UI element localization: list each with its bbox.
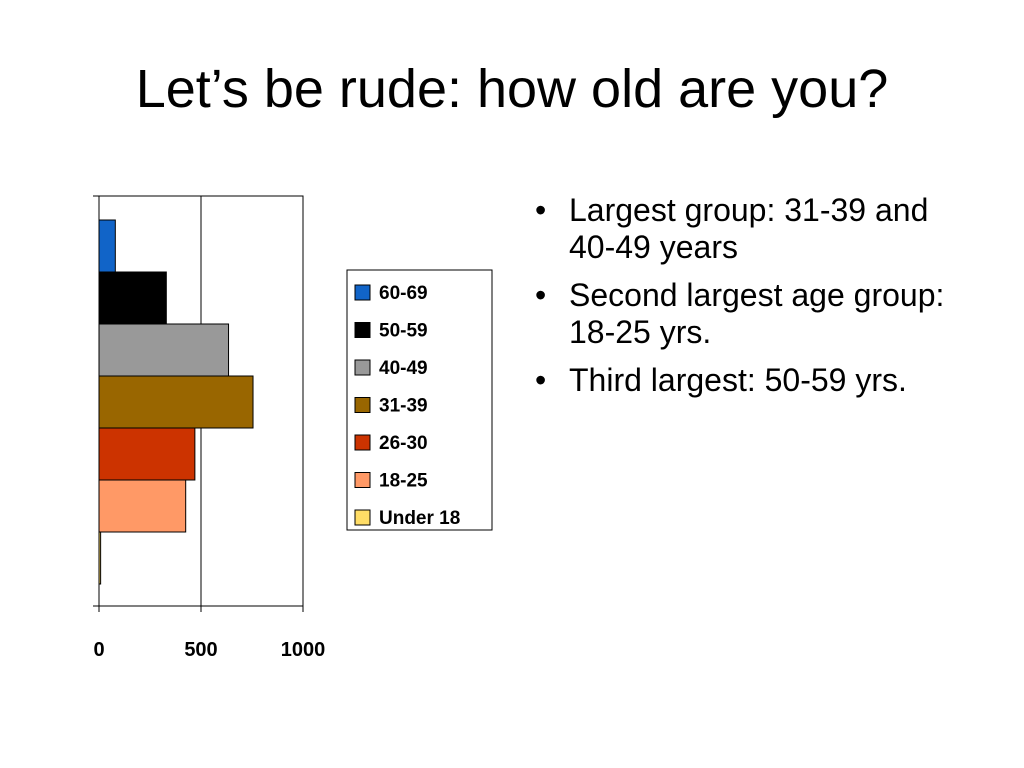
bar-under-18 bbox=[98, 531, 102, 585]
chart-legend: 60-69 50-59 40-49 31-39 26-30 18-25 Under 18 bbox=[346, 269, 493, 531]
bullet-item: Third largest: 50-59 yrs. bbox=[535, 362, 975, 400]
bar-31-39 bbox=[98, 375, 254, 429]
x-tick-label: 0 bbox=[93, 639, 104, 661]
legend-swatch bbox=[354, 509, 371, 526]
bullet-list: Largest group: 31-39 and 40-49 years Sec… bbox=[535, 192, 975, 409]
legend-swatch bbox=[354, 284, 371, 301]
legend-label: 60-69 bbox=[379, 283, 428, 304]
bar-50-59 bbox=[98, 271, 167, 325]
bar-18-25 bbox=[98, 479, 187, 533]
legend-label: Under 18 bbox=[379, 508, 460, 529]
legend-box bbox=[346, 269, 493, 531]
legend-swatch bbox=[354, 397, 371, 413]
legend-label: 50-59 bbox=[379, 321, 428, 342]
legend-swatch bbox=[354, 434, 371, 451]
bar-60-69 bbox=[98, 219, 116, 273]
legend-label: 40-49 bbox=[379, 358, 428, 379]
legend-label: 18-25 bbox=[379, 471, 428, 492]
x-tick-label: 1000 bbox=[281, 639, 326, 661]
legend-swatch bbox=[354, 322, 371, 338]
bar-40-49 bbox=[98, 323, 230, 377]
x-tick-label: 500 bbox=[184, 639, 217, 661]
plot-area bbox=[93, 195, 304, 607]
legend-swatch bbox=[354, 359, 371, 376]
bar-26-30 bbox=[98, 427, 196, 481]
bullet-item: Largest group: 31-39 and 40-49 years bbox=[535, 192, 975, 267]
legend-label: 26-30 bbox=[379, 433, 428, 454]
bullet-item: Second largest age group: 18-25 yrs. bbox=[535, 277, 975, 352]
legend-swatch bbox=[354, 472, 371, 488]
legend-label: 31-39 bbox=[379, 396, 428, 417]
slide-title: Let’s be rude: how old are you? bbox=[135, 59, 889, 119]
x-axis: 0 500 1000 bbox=[93, 606, 325, 661]
